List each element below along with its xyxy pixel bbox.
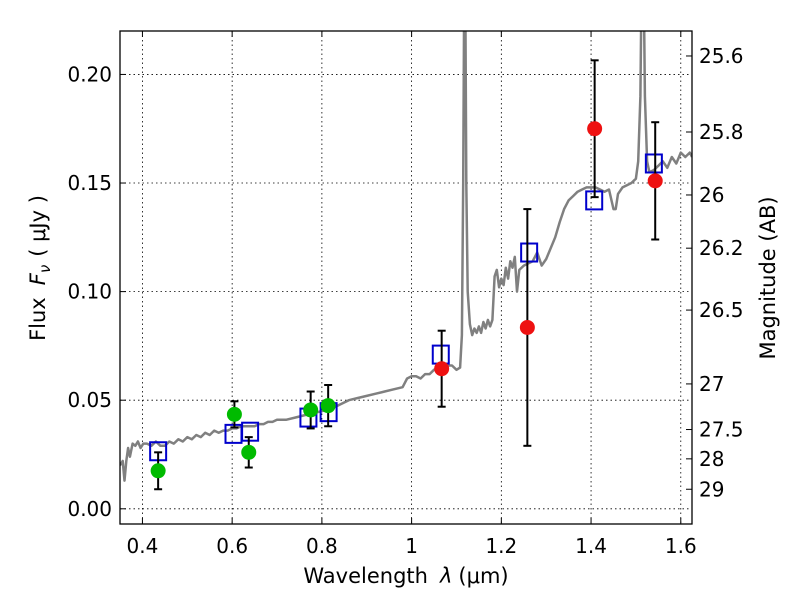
- model-spectrum-line: [120, 9, 692, 480]
- y-tick-label: 0.00: [67, 497, 112, 521]
- y-tick-label: 0.05: [67, 388, 112, 412]
- plot-area: [120, 9, 692, 489]
- x-axis-symbol: λ: [439, 564, 452, 588]
- y-axis-symbol: F: [26, 272, 50, 285]
- x-tick-label: 0.8: [306, 534, 338, 558]
- observed-flux-point: [321, 398, 336, 413]
- sed-chart: 0.4 0.6 0.8 1 1.2 1.4 1.6 0.00 0.05 0.10 0.15 0.20 2…: [0, 0, 800, 600]
- y-axis-symbol-sub: ν: [36, 265, 54, 273]
- plot-frame: [120, 31, 692, 524]
- observed-flux-point: [648, 173, 663, 188]
- x-tick-label: 0.6: [216, 534, 248, 558]
- x-tick-label: 1.2: [485, 534, 517, 558]
- y2-axis-label: Magnitude (AB): [756, 196, 780, 359]
- observed-flux-point: [434, 361, 449, 376]
- observed-flux-point: [587, 121, 602, 136]
- observed-flux-point: [303, 402, 318, 417]
- x-axis-label-text: Wavelength: [303, 564, 428, 588]
- y2-tick-label: 26: [699, 183, 724, 207]
- y2-tick-label: 28: [699, 447, 724, 471]
- observed-flux-point: [227, 407, 242, 422]
- y-axis-label-text: Flux: [26, 297, 50, 341]
- x-tick-label: 1: [405, 534, 418, 558]
- x-tick-label: 0.4: [127, 534, 159, 558]
- tick-labels: 0.4 0.6 0.8 1 1.2 1.4 1.6 0.00 0.05 0.10 0.15 0.20 2…: [67, 44, 743, 558]
- grid: [120, 31, 692, 524]
- y2-tick-label: 29: [699, 477, 724, 501]
- axis-ticks: [120, 31, 692, 524]
- y-axis-unit: ( μJy ): [26, 195, 50, 257]
- y2-tick-label: 25.6: [699, 44, 744, 68]
- y2-tick-label: 26.5: [699, 298, 744, 322]
- y-axis-label: Flux Fν ( μJy ): [26, 195, 54, 341]
- y2-tick-label: 26.2: [699, 236, 744, 260]
- x-tick-label: 1.4: [575, 534, 607, 558]
- y2-tick-label: 27: [699, 372, 724, 396]
- observed-flux-point: [151, 463, 166, 478]
- y-tick-label: 0.10: [67, 280, 112, 304]
- observed-flux-point: [520, 320, 535, 335]
- y2-tick-label: 27.5: [699, 418, 744, 442]
- y-tick-label: 0.15: [67, 171, 112, 195]
- x-tick-label: 1.6: [665, 534, 697, 558]
- y-tick-label: 0.20: [67, 62, 112, 86]
- x-axis-unit: (μm): [458, 564, 508, 588]
- y2-tick-label: 25.8: [699, 120, 744, 144]
- observed-flux-point: [241, 445, 256, 460]
- x-axis-label: Wavelength λ (μm): [303, 564, 508, 588]
